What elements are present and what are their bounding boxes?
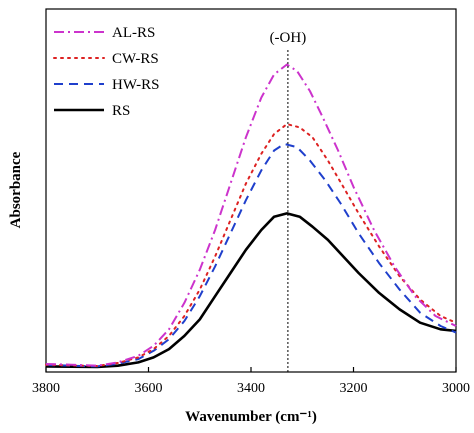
y-axis-title: Absorbance [8, 151, 24, 228]
x-tick-label: 3000 [442, 381, 470, 396]
x-tick-label: 3200 [340, 381, 368, 396]
x-tick-label: 3600 [135, 381, 163, 396]
series-line-rs [45, 212, 457, 369]
legend-label-hw-rs: HW-RS [112, 77, 160, 93]
x-axis-ticks: 3800 3600 3400 3200 3000 [32, 367, 470, 396]
series-line-hw-rs [45, 142, 457, 368]
x-tick-label: 3400 [237, 381, 265, 396]
oh-annotation-label: (-OH) [270, 30, 307, 46]
x-tick-label: 3800 [32, 381, 60, 396]
legend: AL-RS CW-RS HW-RS RS [53, 25, 160, 119]
annotation-layer: (-OH) [270, 30, 307, 372]
series-layer [45, 63, 457, 369]
series-line-al-rs [45, 63, 457, 367]
legend-label-cw-rs: CW-RS [112, 51, 159, 67]
x-axis-title: Wavenumber (cm⁻¹) [185, 409, 317, 425]
legend-label-rs: RS [112, 103, 130, 119]
legend-label-al-rs: AL-RS [112, 25, 155, 41]
series-line-cw-rs [45, 123, 457, 367]
